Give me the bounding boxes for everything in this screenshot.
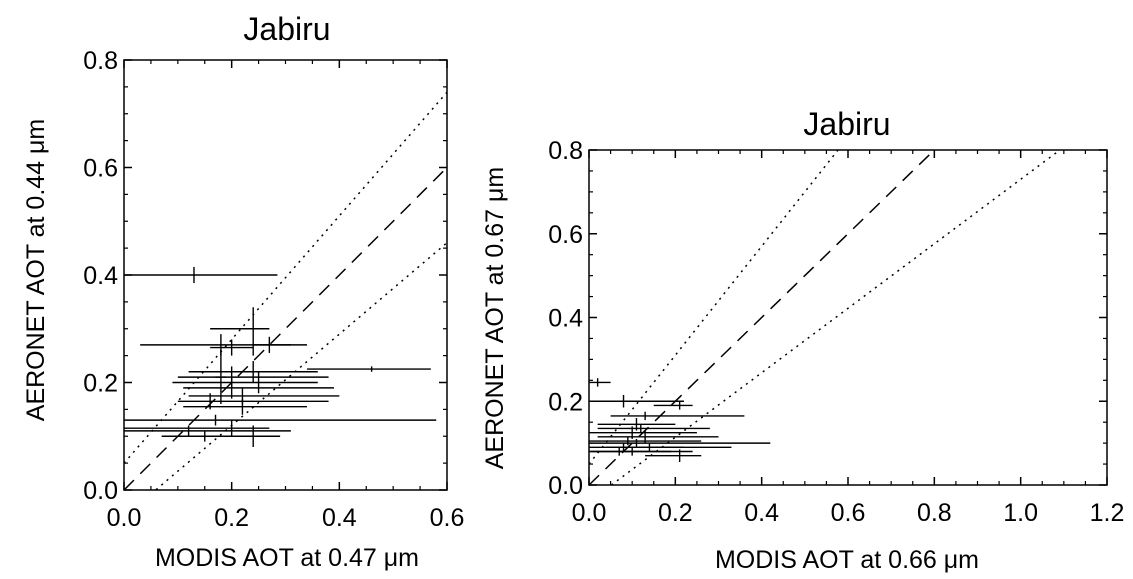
data-point	[172, 371, 318, 394]
chart-panel-right: Jabiru AERONET AOT at 0.67 μm MODIS AOT …	[481, 106, 1125, 574]
data-point	[183, 398, 308, 415]
y-tick-label: 0.6	[83, 155, 118, 183]
data-point	[188, 361, 318, 383]
x-tick-label: 0.2	[214, 504, 249, 532]
data-point	[210, 307, 270, 356]
data-point	[204, 425, 281, 447]
chart-title: Jabiru	[243, 11, 330, 47]
x-tick-label: 0.4	[744, 499, 779, 527]
data-point	[124, 414, 437, 426]
x-tick-label: 0.4	[322, 504, 357, 532]
y-tick-label: 0.0	[83, 477, 118, 505]
y-tick-label: 0.4	[83, 262, 118, 290]
y-axis-label: AERONET AOT at 0.44 μm	[22, 119, 50, 421]
y-tick-label: 0.4	[548, 305, 583, 333]
data-point	[307, 366, 431, 372]
data-point	[589, 394, 684, 408]
x-axis-label: MODIS AOT at 0.47 μm	[155, 544, 419, 572]
data-point	[645, 449, 702, 462]
data-point	[606, 443, 732, 452]
data-point	[589, 378, 611, 387]
chart-panel-left: Jabiru AERONET AOT at 0.44 μm MODIS AOT …	[22, 11, 464, 572]
y-tick-label: 0.8	[548, 137, 583, 165]
x-tick-label: 0.6	[831, 499, 866, 527]
one-to-one-line	[124, 166, 447, 490]
data-point	[140, 334, 308, 356]
data-point	[210, 339, 254, 356]
y-tick-label: 0.6	[548, 221, 583, 249]
plot-area: 0.0 0.2 0.4 0.6 0.8 1.0 1.2 0.0 0.2 0.4 0.6 0.8	[548, 137, 1125, 527]
x-tick-label: 0.0	[572, 499, 607, 527]
data-point	[589, 438, 771, 448]
x-tick-label: 0.6	[430, 504, 465, 532]
y-tick-label: 0.8	[83, 47, 118, 75]
data-point	[589, 447, 693, 456]
x-tick-label: 1.0	[1003, 499, 1038, 527]
error-envelope-line	[589, 150, 839, 465]
data-point	[653, 401, 693, 410]
x-tick-label: 0.8	[917, 499, 952, 527]
error-envelope-line	[610, 150, 1062, 485]
error-envelope-line	[124, 91, 447, 464]
x-axis-label: MODIS AOT at 0.66 μm	[715, 546, 979, 574]
data-point	[183, 377, 334, 399]
y-axis-label: AERONET AOT at 0.67 μm	[481, 167, 509, 469]
data-point	[597, 424, 710, 433]
y-tick-label: 0.2	[548, 388, 583, 416]
one-to-one-line	[589, 150, 936, 485]
y-tick-label: 0.2	[83, 370, 118, 398]
data-point	[124, 425, 291, 437]
error-envelope-line	[154, 242, 447, 490]
y-tick-label: 0.0	[548, 472, 583, 500]
data-point	[124, 266, 278, 284]
plot-frame	[588, 149, 1108, 486]
plot-area: 0.0 0.2 0.4 0.6 0.0 0.2 0.4 0.6 0.8	[83, 47, 464, 532]
chart-title: Jabiru	[803, 106, 890, 142]
data-point	[610, 411, 745, 421]
x-tick-label: 1.2	[1090, 499, 1125, 527]
x-tick-label: 0.2	[658, 499, 693, 527]
data-point	[124, 420, 270, 437]
x-tick-label: 0.0	[107, 504, 142, 532]
